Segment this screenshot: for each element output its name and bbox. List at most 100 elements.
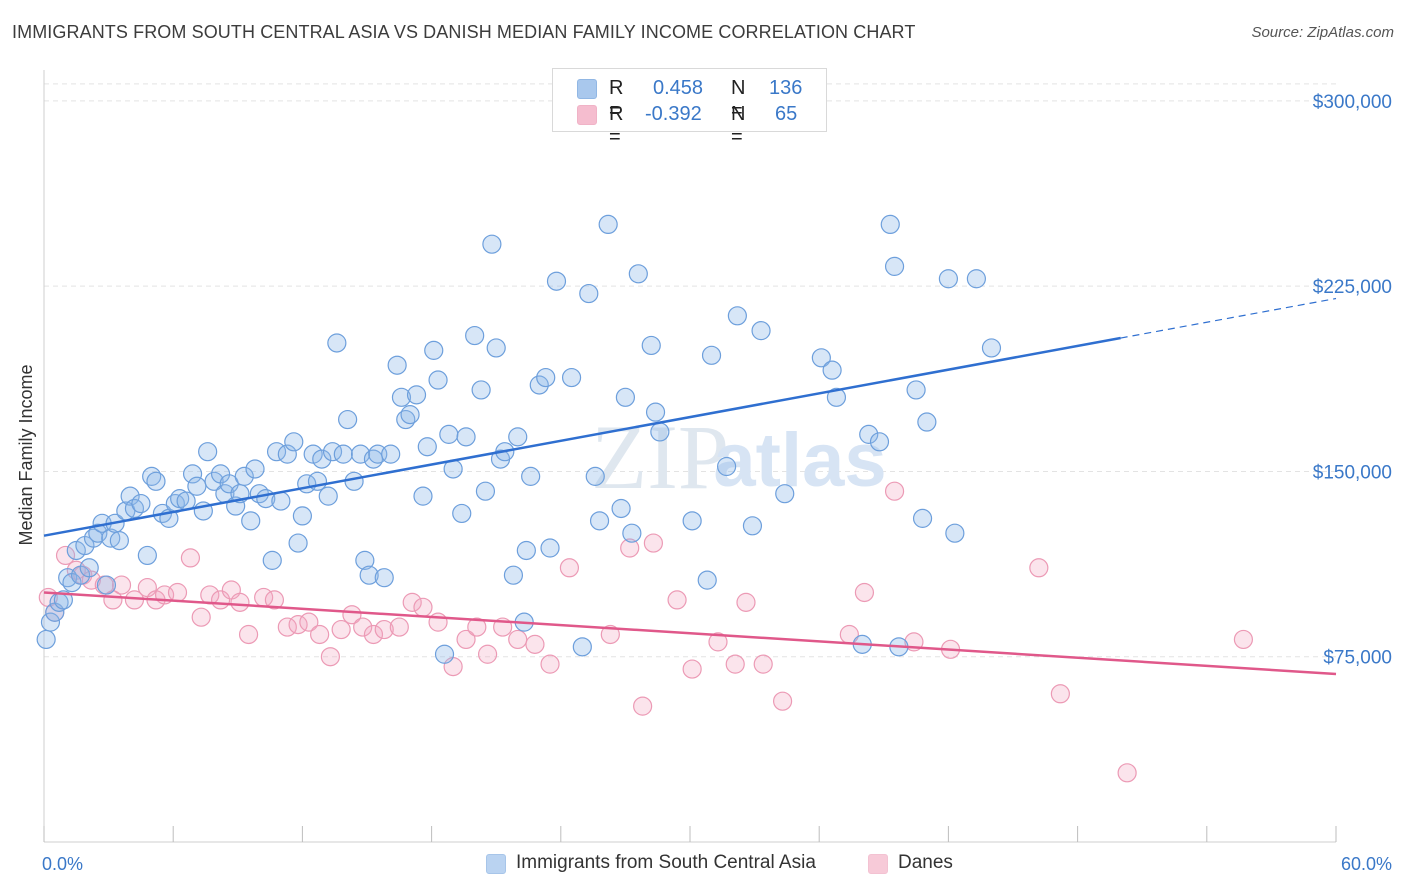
legend-r-label: R = [609,103,624,148]
y-tick-label: $150,000 [1313,462,1392,483]
point-immigrants [645,402,666,422]
point-danes [402,592,422,612]
point-immigrants [245,459,265,479]
point-immigrants [572,637,592,657]
y-tick-label: $225,000 [1313,277,1392,298]
point-immigrants [486,338,506,358]
x-tick-label: 60.0% [1341,854,1392,874]
legend-n-value: 65 [775,103,798,125]
point-danes [620,538,640,558]
point-immigrants [742,516,763,536]
point-immigrants [400,405,420,425]
point-immigrants [628,264,648,284]
point-danes [508,629,528,650]
point-immigrants [327,333,347,353]
point-immigrants [727,306,747,326]
point-danes [111,575,132,595]
point-immigrants [503,565,524,585]
point-immigrants [641,335,661,356]
point-immigrants [981,338,1002,358]
point-immigrants [521,466,541,486]
point-immigrants [622,523,642,543]
point-immigrants [374,568,394,588]
bottom-legend-swatch-danes [868,854,888,874]
point-immigrants [945,523,965,543]
point-danes [230,592,250,612]
point-immigrants [124,498,145,519]
point-immigrants [906,380,926,400]
point-danes [55,545,76,566]
point-immigrants [536,367,556,388]
y-axis-label: Median Family Income [16,364,36,545]
point-danes [342,605,362,625]
point-immigrants [204,471,224,491]
point-immigrants [811,348,831,368]
chart-title: IMMIGRANTS FROM SOUTH CENTRAL ASIA VS DA… [12,22,916,42]
point-immigrants [338,409,358,430]
point-immigrants [344,471,364,491]
point-immigrants [465,325,485,346]
point-immigrants [387,355,407,375]
point-immigrants [359,565,379,585]
watermark-atlas: atlas [713,418,886,503]
bottom-legend-swatch-immigrants [486,854,506,874]
point-immigrants [439,424,459,444]
legend-r-label: R = [609,77,624,122]
point-danes [1117,763,1137,783]
point-immigrants [717,456,737,477]
point-immigrants [109,531,129,551]
point-danes [854,582,875,603]
point-immigrants [391,387,412,407]
point-immigrants [40,612,61,632]
point-danes [389,617,409,637]
point-immigrants [516,540,536,561]
y-tick-label: $300,000 [1313,92,1392,113]
point-immigrants [869,432,890,452]
trendline-immigrants-extension [1120,297,1337,339]
point-immigrants [471,380,491,400]
point-immigrants [884,256,905,276]
point-danes [559,558,580,578]
point-immigrants [137,545,157,566]
point-immigrants [424,340,444,360]
point-danes [413,597,433,617]
point-immigrants [355,550,375,570]
point-immigrants [36,629,56,650]
point-immigrants [822,360,842,380]
point-immigrants [96,575,117,595]
point-danes [456,629,476,650]
point-immigrants [187,476,207,496]
legend-swatch-immigrants [577,79,597,99]
point-immigrants [615,387,636,407]
point-immigrants [120,486,140,506]
chart-source: Source: ZipAtlas.com [1251,24,1394,41]
legend-swatch-danes [577,105,597,125]
point-danes [477,644,498,664]
point-danes [374,619,394,640]
point-immigrants [146,471,166,491]
point-danes [753,654,773,674]
point-danes [1233,629,1254,650]
y-tick-label: $75,000 [1323,648,1392,669]
bottom-legend-label-danes: Danes [898,852,953,873]
point-immigrants [434,644,455,664]
trendline-immigrants [43,336,1121,537]
point-immigrants [318,486,338,506]
point-immigrants [751,321,771,341]
point-immigrants [413,486,433,506]
point-immigrants [333,444,353,464]
point-immigrants [475,481,496,501]
point-danes [167,582,188,603]
legend-n-label: N = [731,103,746,148]
point-immigrants [406,385,427,405]
point-danes [600,624,620,645]
point-immigrants [428,370,448,390]
point-immigrants [482,234,502,254]
legend-r-value: 0.458 [653,77,704,99]
point-danes [540,654,560,674]
point-danes [363,624,384,645]
point-danes [180,548,201,568]
point-immigrants [381,444,401,464]
point-danes [708,632,728,652]
